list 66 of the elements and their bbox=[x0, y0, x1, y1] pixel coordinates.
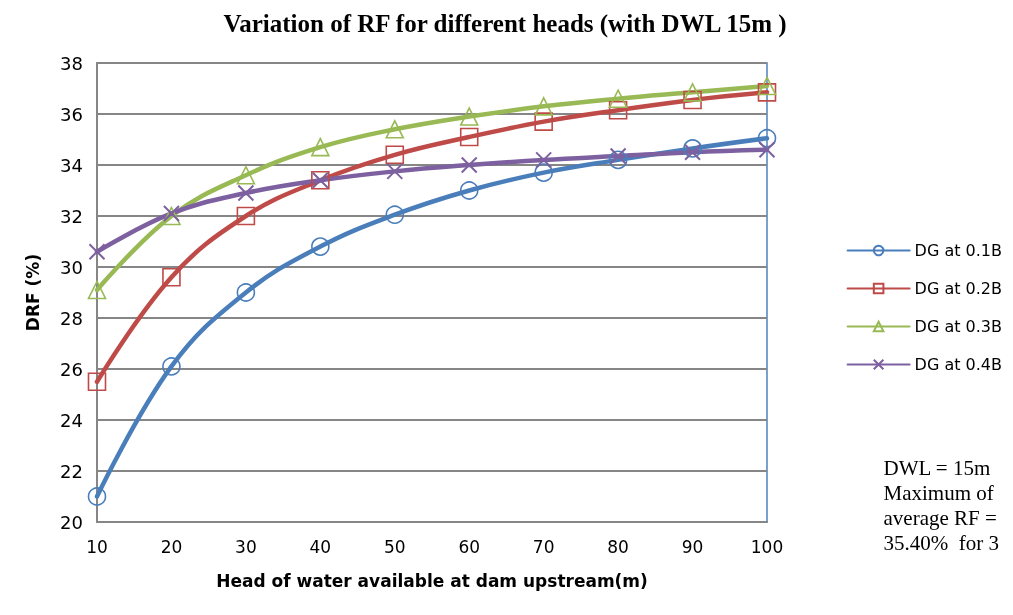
point bbox=[683, 90, 702, 110]
point bbox=[608, 150, 628, 170]
point bbox=[534, 112, 553, 131]
point bbox=[534, 163, 553, 182]
y-axis-title: DRF (%) bbox=[22, 253, 43, 332]
point bbox=[757, 76, 777, 96]
y-tick-label: 34 bbox=[60, 154, 83, 176]
point bbox=[460, 156, 478, 174]
y-tick-label: 22 bbox=[60, 460, 83, 482]
point bbox=[236, 283, 256, 302]
point bbox=[385, 205, 405, 225]
x-tick-label: 10 bbox=[86, 536, 108, 557]
x-tick-label: 90 bbox=[681, 536, 704, 557]
point bbox=[608, 89, 628, 108]
point bbox=[757, 83, 777, 102]
point bbox=[237, 184, 255, 202]
point bbox=[236, 206, 256, 226]
point bbox=[459, 127, 479, 147]
point bbox=[311, 137, 330, 157]
point bbox=[683, 83, 702, 102]
point bbox=[385, 145, 405, 165]
point bbox=[87, 280, 107, 300]
text: DWL = 15m Maximum of average RF = 35.40% for 3 bbox=[883, 455, 999, 555]
x-axis-title: Head of water available at dam upstream(m) bbox=[216, 570, 648, 591]
point bbox=[684, 143, 702, 161]
y-tick-label: 30 bbox=[60, 256, 83, 278]
point bbox=[236, 165, 256, 185]
legend-label: DG at 0.4B bbox=[914, 355, 1002, 374]
x-tick-label: 50 bbox=[383, 536, 406, 557]
legend-label: DG at 0.1B bbox=[914, 241, 1002, 260]
point bbox=[87, 372, 107, 392]
point bbox=[162, 357, 181, 376]
point bbox=[608, 100, 628, 120]
y-tick-label: 32 bbox=[60, 205, 83, 227]
point bbox=[385, 120, 405, 139]
point bbox=[162, 267, 181, 287]
x-tick-label: 20 bbox=[160, 536, 183, 557]
y-tick-label: 38 bbox=[60, 52, 83, 74]
y-tick-label: 26 bbox=[60, 358, 83, 380]
x-tick-label: 30 bbox=[235, 536, 257, 557]
y-tick-label: 36 bbox=[60, 103, 83, 125]
y-tick-label: 24 bbox=[60, 409, 83, 431]
legend-label: DG at 0.2B bbox=[914, 279, 1002, 298]
chart-title: Variation of RF for different heads (with DWL 15m ) bbox=[223, 10, 787, 38]
point bbox=[311, 237, 330, 256]
point bbox=[459, 181, 479, 200]
legend-label: DG at 0.3B bbox=[914, 317, 1002, 336]
point bbox=[757, 128, 777, 148]
x-tick-label: 70 bbox=[532, 536, 555, 557]
point bbox=[683, 139, 702, 158]
x-tick-label: 100 bbox=[750, 536, 784, 557]
x-tick-label: 40 bbox=[309, 536, 332, 557]
point bbox=[87, 487, 107, 506]
point bbox=[162, 204, 180, 222]
x-tick-label: 60 bbox=[458, 536, 481, 557]
point bbox=[609, 147, 627, 165]
y-tick-label: 20 bbox=[60, 511, 83, 533]
point bbox=[459, 107, 479, 126]
x-tick-label: 80 bbox=[607, 536, 629, 557]
y-tick-label: 28 bbox=[60, 307, 83, 329]
point bbox=[535, 151, 553, 169]
point bbox=[386, 162, 404, 180]
point bbox=[88, 243, 106, 261]
point bbox=[162, 206, 181, 226]
point bbox=[758, 141, 776, 159]
point bbox=[534, 97, 553, 116]
